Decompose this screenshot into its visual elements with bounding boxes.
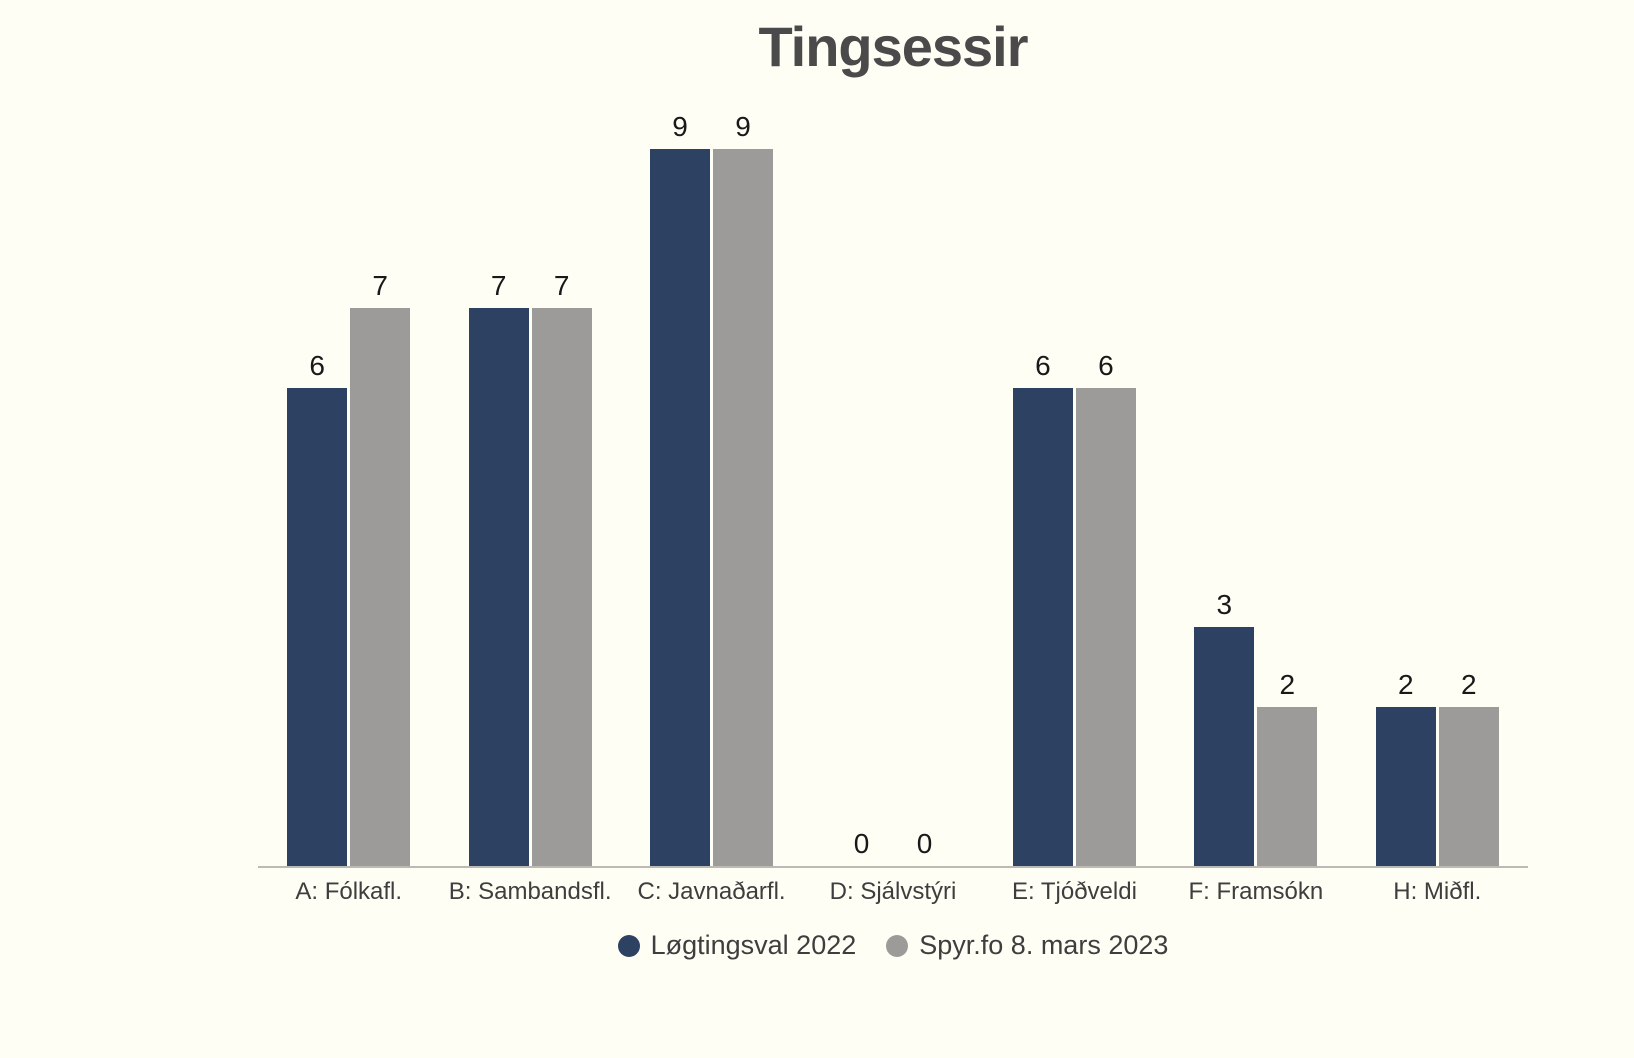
x-axis-tick-label: D: Sjálvstýri: [829, 878, 957, 905]
chart-legend: Løgtingsval 2022 Spyr.fo 8. mars 2023: [258, 930, 1528, 961]
bar-value-label: 9: [672, 111, 688, 142]
x-axis-tick-label: C: Javnaðarfl.: [637, 878, 786, 905]
bar-value-label: 2: [1279, 668, 1296, 700]
bar-chart-plot-area: 6 7 7 7 9 9 0 0 6 6 3 2 2 2: [258, 113, 1528, 868]
legend-label: Løgtingsval 2022: [650, 930, 857, 960]
legend-item-series1[interactable]: Spyr.fo 8. mars 2023: [886, 930, 1168, 961]
bar-series0-cat6[interactable]: [1375, 706, 1436, 866]
x-axis-tick-label: B: Sambandsfl.: [448, 878, 612, 905]
bar-value-label: 3: [1216, 589, 1233, 620]
bar-value-label: 6: [1035, 350, 1051, 381]
bar-value-label: 7: [372, 270, 388, 302]
bar-series1-cat6[interactable]: [1438, 706, 1499, 866]
bar-series0-cat2[interactable]: [650, 149, 711, 866]
bar-value-label: 7: [490, 270, 507, 302]
x-axis-tick-label: A: Fólkafl.: [295, 878, 403, 905]
legend-item-series0[interactable]: Løgtingsval 2022: [617, 930, 857, 961]
x-axis-line: [258, 866, 1528, 868]
x-axis-tick-label: E: Tjóðveldi: [1011, 878, 1137, 905]
bar-value-label: 9: [735, 111, 751, 142]
bar-value-label: 6: [1098, 350, 1114, 381]
bar-series0-cat4[interactable]: [1012, 388, 1073, 866]
bar-series1-cat1[interactable]: [531, 308, 592, 866]
bar-value-label: 7: [553, 270, 570, 302]
bar-series0-cat5[interactable]: [1194, 627, 1255, 866]
legend-label: Spyr.fo 8. mars 2023: [919, 930, 1169, 960]
bar-series0-cat1[interactable]: [468, 308, 529, 866]
bar-value-label: 0: [853, 828, 870, 859]
legend-dot-icon: [617, 934, 640, 957]
x-axis-tick-label: H: Miðfl.: [1393, 878, 1482, 905]
x-axis-tick-label: F: Framsókn: [1188, 878, 1324, 905]
bar-series1-cat5[interactable]: [1257, 706, 1318, 866]
bar-series1-cat2[interactable]: [713, 149, 774, 866]
bar-series1-cat0[interactable]: [350, 308, 411, 866]
bar-value-label: 2: [1397, 668, 1414, 700]
bar-value-label: 6: [309, 350, 325, 381]
bar-value-label: 2: [1460, 668, 1477, 700]
chart-title: Tingsessir: [758, 15, 1028, 78]
legend-dot-icon: [886, 934, 909, 957]
bar-series1-cat4[interactable]: [1075, 388, 1136, 866]
x-axis-tick-labels: A: Fólkafl. B: Sambandsfl. C: Javnaðarfl. D…: [258, 878, 1528, 910]
bar-series0-cat0[interactable]: [287, 388, 348, 866]
bar-value-label: 0: [916, 828, 933, 859]
